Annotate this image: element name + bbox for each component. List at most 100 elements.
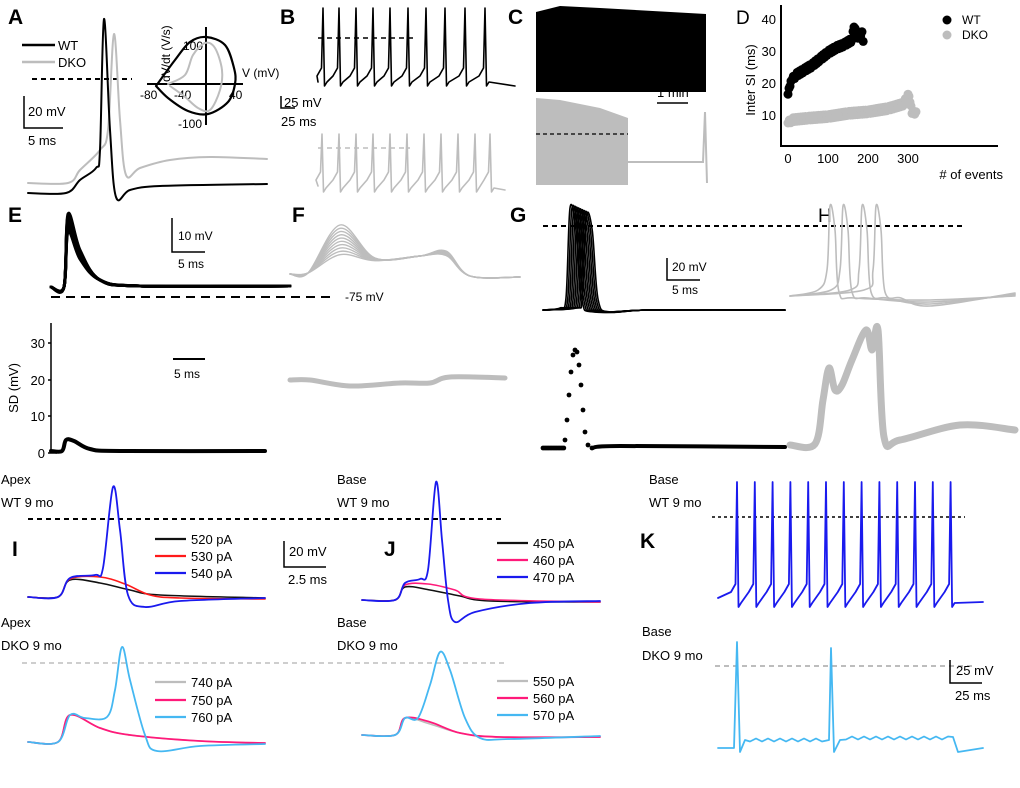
- current-legends: 520 pA 530 pA 540 pA 740 pA 750 pA 760 pA 450 …: [155, 532, 575, 725]
- panel-label-g: G: [510, 204, 526, 227]
- legend-marker-wt: [942, 15, 952, 25]
- legend-label: 550 pA: [533, 674, 575, 689]
- panel-b-scale-bar: [280, 96, 295, 109]
- y-tick-label: 10: [762, 108, 776, 123]
- resting-potential-label: -75 mV: [345, 290, 384, 304]
- trace-f-sd: [287, 374, 508, 389]
- trace-e-wt: [49, 221, 292, 294]
- legend-label: 740 pA: [191, 675, 233, 690]
- trace-g-wt: [542, 211, 786, 314]
- panel-label-j: J: [384, 538, 396, 561]
- panel-k-scale-v-label: 25 mV: [956, 663, 994, 678]
- trace-g-sd-point: [562, 437, 568, 443]
- panel-label-h: H: [818, 206, 832, 227]
- scale-v-label: 20 mV: [28, 104, 66, 119]
- panel-label-a: A: [8, 6, 23, 29]
- trace-c-dko-tail: [628, 111, 708, 184]
- panel-b-scale-v-label: 25 mV: [284, 95, 322, 110]
- panel-g-scale-v-label: 20 mV: [672, 260, 707, 274]
- trace-g-sd-point: [580, 407, 586, 413]
- trace-g-sd-point: [561, 445, 567, 451]
- panel-k-top-label: WT 9 mo: [649, 495, 702, 510]
- panel-i-scale-v-label: 20 mV: [289, 544, 327, 559]
- trace-k-wt: [717, 481, 984, 608]
- panel-i-bottom-label: Apex: [1, 615, 31, 630]
- legend-label: 450 pA: [533, 536, 575, 551]
- panel-j-top-label: WT 9 mo: [337, 495, 390, 510]
- y-tick-label: 30: [762, 44, 776, 59]
- panel-label-c: C: [508, 6, 523, 29]
- x-tick-label: 200: [857, 151, 879, 166]
- trace-e-wt: [49, 211, 292, 294]
- trace-e-wt: [49, 217, 292, 294]
- trace-j-470pa: [361, 481, 601, 624]
- panel-i-scale-bar: [283, 541, 326, 568]
- y-tick-label: 40: [762, 12, 776, 27]
- panel-j-bottom-label: Base: [337, 615, 367, 630]
- panel-label-e: E: [8, 204, 22, 227]
- panel-label-b: B: [280, 6, 295, 29]
- trace-a-wt: [27, 17, 268, 202]
- legend-label: 470 pA: [533, 570, 575, 585]
- trace-e-wt: [49, 213, 292, 294]
- trace-b-dko: [315, 133, 506, 193]
- panel-k-bottom-label: DKO 9 mo: [642, 648, 703, 663]
- x-tick-label: 100: [817, 151, 839, 166]
- data-point-wt: [858, 36, 868, 46]
- panel-g-scale-h-label: 5 ms: [672, 283, 698, 297]
- legend-label: 520 pA: [191, 532, 233, 547]
- legend-label: 760 pA: [191, 710, 233, 725]
- x-axis-label: # of events: [939, 167, 1003, 182]
- trace-g-sd-point: [566, 392, 572, 398]
- trace-e-wt: [49, 215, 292, 294]
- trace-b-wt: [316, 7, 516, 87]
- panel-k-bottom-label: Base: [642, 624, 672, 639]
- trace-e-wt: [49, 223, 292, 293]
- panel-a: WT DKO 20 mV 5 ms -80 -40 40 100 -100 V …: [22, 25, 279, 148]
- legend-label: 460 pA: [533, 553, 575, 568]
- legend-label: 570 pA: [533, 708, 575, 723]
- trace-e-sd: [49, 437, 267, 454]
- data-point-wt: [857, 27, 867, 37]
- panel-i-bottom-label: DKO 9 mo: [1, 638, 62, 653]
- panel-i-scale-h-label: 2.5 ms: [288, 572, 328, 587]
- trace-h-dko: [789, 203, 1016, 301]
- legend-label: 530 pA: [191, 549, 233, 564]
- trace-g-sd-point: [585, 442, 591, 448]
- panel-b-scale-h-label: 25 ms: [281, 114, 317, 129]
- panel-k-top-label: Base: [649, 472, 679, 487]
- legend-label: 560 pA: [533, 691, 575, 706]
- legend-label-wt: WT: [962, 13, 981, 27]
- panel-label-k: K: [640, 530, 655, 553]
- trace-g-sd-point: [564, 417, 570, 423]
- trace-g-sd-point: [578, 382, 584, 388]
- panel-j-bottom-label: DKO 9 mo: [337, 638, 398, 653]
- panel-d-axes: [780, 5, 998, 147]
- trace-g-sd: [590, 443, 787, 450]
- trace-h-dko: [789, 203, 1016, 303]
- trace-g-sd-point: [576, 362, 582, 368]
- panel-i-top-label: WT 9 mo: [1, 495, 54, 510]
- sd-axes: [48, 323, 57, 454]
- trace-a-dko: [27, 32, 268, 185]
- trace-k-dko: [717, 641, 984, 753]
- scale-h-label: 5 ms: [28, 133, 57, 148]
- x-tick-label: 300: [897, 151, 919, 166]
- trace-j-570pa: [361, 650, 601, 741]
- trace-h-dko: [789, 203, 1016, 305]
- panel-k-scale-bar: [949, 660, 982, 684]
- y-tick-label: 10: [31, 409, 45, 424]
- trace-i-540pa: [27, 485, 266, 608]
- trace-g-sd-point: [582, 429, 588, 435]
- legend-label-dko: DKO: [962, 28, 988, 42]
- panel-e-scale-bar: [171, 218, 205, 253]
- legend-label-wt: WT: [58, 38, 78, 53]
- panel-d-scatter: 0 100 200 300 10 20 30 40 Inter SI (ms) …: [743, 5, 1003, 182]
- panel-label-i: I: [12, 538, 18, 561]
- panel-label-d: D: [736, 8, 750, 29]
- panel-j-top-label: Base: [337, 472, 367, 487]
- trace-c-dko-block: [536, 98, 628, 185]
- panel-e-sd-plot: 0 10 20 30 SD (mV) 5 ms: [6, 323, 205, 461]
- trace-i-760pa: [27, 646, 266, 753]
- y-tick-label: 20: [762, 76, 776, 91]
